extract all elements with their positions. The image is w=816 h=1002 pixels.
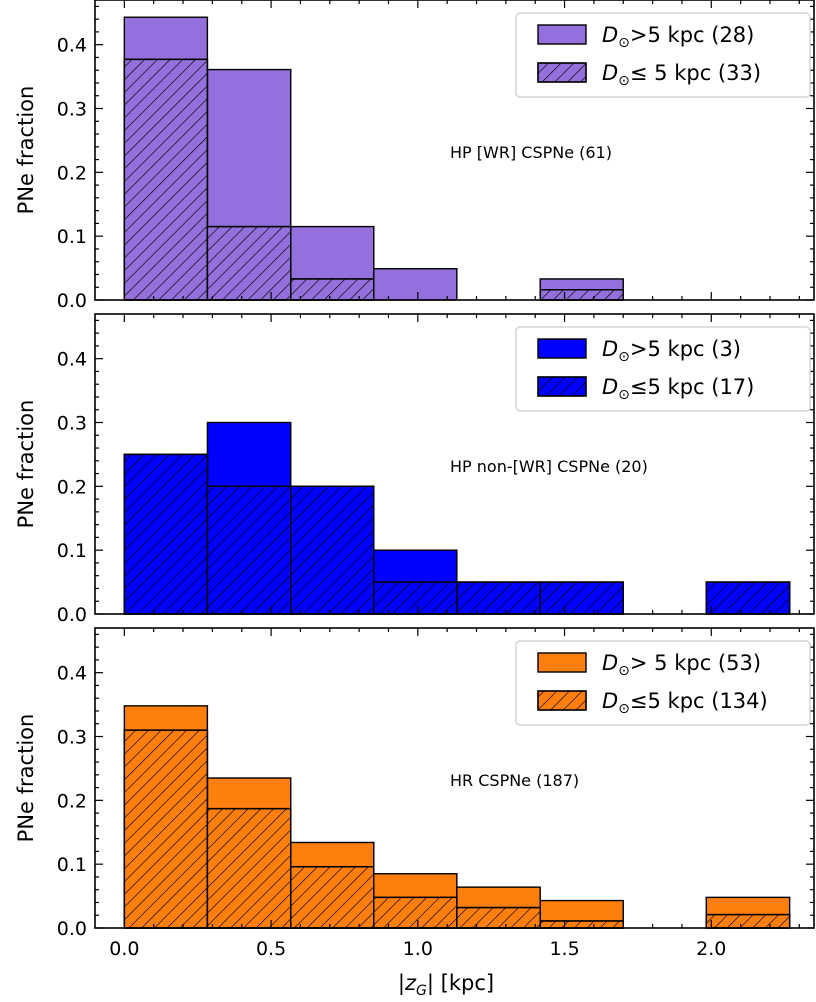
bar-hatch-middle-near-3 [373, 581, 458, 615]
bar-hatch-bottom-near-0 [123, 729, 209, 929]
x-tick-label: 1.0 [403, 938, 433, 960]
bar-hatch-top-near-5 [539, 289, 624, 301]
legend-swatch-hatch [537, 62, 587, 83]
axes-frame-middle [94, 313, 815, 615]
bar-hatch-bottom-near-5 [539, 920, 624, 929]
y-tick-label: 0.2 [57, 790, 87, 812]
x-tick-label: 2.0 [696, 938, 726, 960]
axes-frame-top [94, 0, 815, 301]
legend-label: D⊙≤5 kpc (17) [602, 375, 754, 403]
y-tick-label: 0.0 [57, 604, 87, 626]
y-tick-label: 0.3 [57, 413, 87, 435]
legend-label: D⊙> 5 kpc (53) [602, 651, 761, 679]
y-axis-label: PNe fraction [14, 400, 38, 529]
legend-swatch-hatch [537, 376, 587, 397]
bar-hatch-bottom-near-3 [373, 896, 458, 929]
bar-hatch-bottom-near-7 [705, 913, 791, 929]
panel-middle: 0.0 0.1 0.2 0.3 0.4 PNe fraction HP non-[WR] C… [14, 313, 815, 626]
panel-annotation: HR CSPNe (187) [450, 771, 579, 790]
y-axis-label: PNe fraction [14, 86, 38, 215]
x-tick-label: 0.5 [256, 938, 286, 960]
y-tick-label: 0.2 [57, 162, 87, 184]
legend-box [515, 326, 811, 412]
bar-hatch-bottom-near-4 [456, 906, 541, 929]
legend-swatch [537, 24, 587, 45]
bar-hatch-middle-near-1 [206, 485, 292, 615]
panel-top: 0.0 0.1 0.2 0.3 0.4 PNe fraction HP [WR] CSPNe… [14, 0, 815, 312]
legend-box [515, 12, 811, 98]
bar-hatch-middle-near-2 [290, 485, 375, 615]
x-tick-label: 1.5 [549, 938, 579, 960]
bar-hatch-middle-near-7 [705, 581, 791, 615]
legend-label: D⊙>5 kpc (3) [602, 337, 741, 365]
panel-annotation: HP [WR] CSPNe (61) [450, 143, 612, 162]
panel-annotation: HP non-[WR] CSPNe (20) [450, 457, 648, 476]
y-tick-label: 0.1 [57, 854, 87, 876]
legend-label: D⊙≤ 5 kpc (33) [602, 61, 761, 89]
bar-hatch-top-near-1 [206, 225, 292, 301]
legend-label: D⊙>5 kpc (28) [602, 23, 754, 51]
x-axis-label: |zG| [kpc] [398, 971, 494, 999]
legend-swatch-hatch [537, 690, 587, 711]
y-tick-label: 0.2 [57, 476, 87, 498]
legend-swatch [537, 338, 587, 359]
legend-swatch [537, 652, 587, 673]
y-tick-label: 0.3 [57, 727, 87, 749]
bar-hatch-top-near-2 [290, 278, 375, 301]
panel-bottom: 0.0 0.1 0.2 0.3 0.4 0.0 0.5 1.0 1.5 2.0 PNe fracti… [14, 627, 815, 960]
x-tick-label: 0.0 [109, 938, 139, 960]
bar-top-far-3 [373, 268, 458, 301]
bar-hatch-top-near-0 [123, 58, 209, 301]
legend-label: D⊙≤5 kpc (134) [602, 689, 768, 717]
y-tick-label: 0.1 [57, 226, 87, 248]
legend-box [515, 640, 811, 726]
y-tick-label: 0.3 [57, 99, 87, 121]
bar-hatch-bottom-near-1 [206, 807, 292, 929]
bar-hatch-bottom-near-2 [290, 866, 375, 929]
axes-frame-bottom [94, 627, 815, 929]
y-tick-label: 0.0 [57, 918, 87, 940]
bar-hatch-middle-near-4 [456, 581, 541, 615]
y-tick-label: 0.4 [57, 349, 87, 371]
y-tick-label: 0.0 [57, 290, 87, 312]
y-axis-label: PNe fraction [14, 714, 38, 843]
y-tick-label: 0.4 [57, 35, 87, 57]
y-tick-label: 0.4 [57, 663, 87, 685]
bar-hatch-middle-near-0 [123, 453, 209, 615]
bar-hatch-middle-near-5 [539, 581, 624, 615]
y-tick-label: 0.1 [57, 540, 87, 562]
